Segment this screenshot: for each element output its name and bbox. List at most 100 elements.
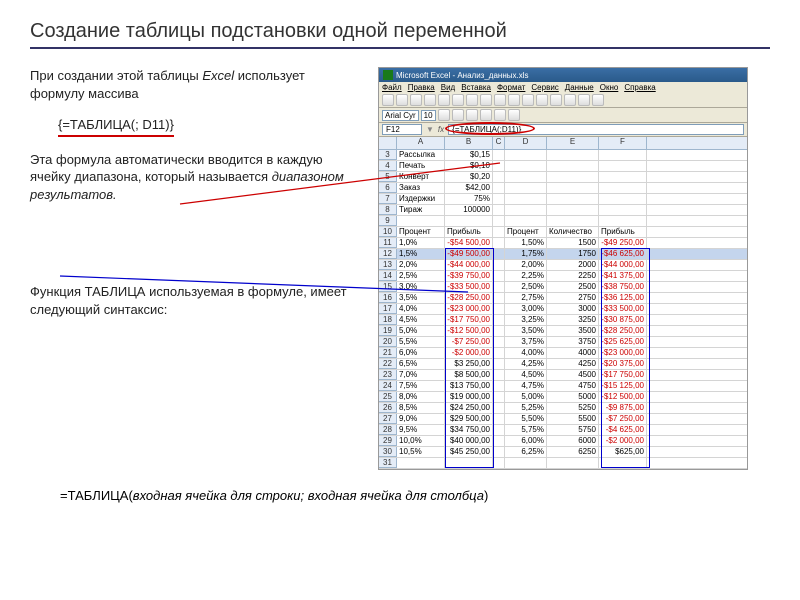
cell[interactable] [505,194,547,204]
cell[interactable]: Прибыль [445,227,493,237]
toolbar-button[interactable] [410,94,422,106]
cell[interactable]: $34 750,00 [445,425,493,435]
toolbar-button[interactable] [438,94,450,106]
cell[interactable]: 3,75% [505,337,547,347]
cell[interactable]: Печать [397,161,445,171]
row-header[interactable]: 22 [379,359,397,369]
cell[interactable]: -$15 125,00 [599,381,647,391]
cell[interactable] [599,150,647,160]
cell[interactable]: 3500 [547,326,599,336]
cell[interactable] [599,194,647,204]
cell[interactable] [599,216,647,226]
cell[interactable]: 8,5% [397,403,445,413]
cell[interactable] [493,315,505,325]
cell[interactable]: -$25 625,00 [599,337,647,347]
cell[interactable] [547,216,599,226]
cell[interactable]: -$38 750,00 [599,282,647,292]
cell[interactable]: 3,25% [505,315,547,325]
cell[interactable]: -$7 250,00 [445,337,493,347]
cell[interactable]: 3250 [547,315,599,325]
cell[interactable] [493,436,505,446]
cell[interactable]: 1500 [547,238,599,248]
cell[interactable]: 2,75% [505,293,547,303]
cell[interactable] [493,271,505,281]
cell[interactable]: 4250 [547,359,599,369]
cell[interactable]: 3750 [547,337,599,347]
cell[interactable]: 1,50% [505,238,547,248]
cell[interactable] [445,458,493,468]
align-right-button[interactable] [508,109,520,121]
cell[interactable]: 4,50% [505,370,547,380]
cell[interactable]: $19 000,00 [445,392,493,402]
cell[interactable]: 3,5% [397,293,445,303]
row-header[interactable]: 5 [379,172,397,182]
row-header[interactable]: 14 [379,271,397,281]
cell[interactable]: Прибыль [599,227,647,237]
row-header[interactable]: 20 [379,337,397,347]
cell[interactable]: $13 750,00 [445,381,493,391]
toolbar-button[interactable] [578,94,590,106]
cell[interactable]: $42,00 [445,183,493,193]
row-header[interactable]: 3 [379,150,397,160]
cell[interactable]: 6,0% [397,348,445,358]
cell[interactable] [397,216,445,226]
cell[interactable] [493,381,505,391]
cell[interactable]: -$12 500,00 [599,392,647,402]
cell[interactable]: -$17 750,00 [599,370,647,380]
cell[interactable]: -$17 750,00 [445,315,493,325]
cell[interactable] [493,458,505,468]
toolbar-button[interactable] [536,94,548,106]
cell[interactable]: 2,00% [505,260,547,270]
cell[interactable] [493,260,505,270]
cell[interactable]: $0,20 [445,172,493,182]
row-header[interactable]: 11 [379,238,397,248]
align-center-button[interactable] [494,109,506,121]
toolbar-button[interactable] [550,94,562,106]
cell[interactable]: -$44 000,00 [445,260,493,270]
cell[interactable] [493,161,505,171]
cell[interactable]: 2,25% [505,271,547,281]
cell[interactable] [505,183,547,193]
cell[interactable] [493,414,505,424]
cell[interactable] [493,194,505,204]
cell[interactable]: Рассылка [397,150,445,160]
menu-item[interactable]: Сервис [531,83,558,92]
toolbar-button[interactable] [466,94,478,106]
row-header[interactable]: 21 [379,348,397,358]
cell[interactable]: 2750 [547,293,599,303]
row-header[interactable]: 10 [379,227,397,237]
cell[interactable]: 5,0% [397,326,445,336]
cell[interactable]: 4000 [547,348,599,358]
font-combo[interactable]: Arial Cyr [382,110,419,121]
cell[interactable] [493,447,505,457]
cell[interactable] [505,172,547,182]
row-header[interactable]: 24 [379,381,397,391]
row-header[interactable]: 16 [379,293,397,303]
cell[interactable]: 2500 [547,282,599,292]
cell[interactable]: 10,0% [397,436,445,446]
row-header[interactable]: 29 [379,436,397,446]
cell[interactable]: $625,00 [599,447,647,457]
toolbar-button[interactable] [452,94,464,106]
cell[interactable]: -$30 875,00 [599,315,647,325]
row-header[interactable]: 7 [379,194,397,204]
cell[interactable]: -$2 000,00 [445,348,493,358]
cell[interactable] [505,161,547,171]
menu-item[interactable]: Формат [497,83,525,92]
cell[interactable]: 9,0% [397,414,445,424]
cell[interactable]: -$39 750,00 [445,271,493,281]
cell[interactable]: 4,0% [397,304,445,314]
cell[interactable]: 100000 [445,205,493,215]
cell[interactable]: 3,50% [505,326,547,336]
row-header[interactable]: 26 [379,403,397,413]
cell[interactable] [397,458,445,468]
menu-item[interactable]: Справка [624,83,655,92]
cell[interactable]: 3000 [547,304,599,314]
menu-item[interactable]: Файл [382,83,402,92]
cell[interactable]: Количество [547,227,599,237]
cell[interactable]: $0,10 [445,161,493,171]
col-header-D[interactable]: D [505,137,547,149]
cell[interactable]: 6,5% [397,359,445,369]
menu-item[interactable]: Правка [408,83,435,92]
underline-button[interactable] [466,109,478,121]
